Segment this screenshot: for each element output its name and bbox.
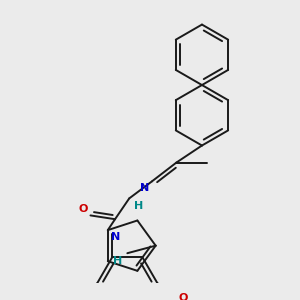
Text: O: O [78, 203, 88, 214]
Text: O: O [178, 292, 188, 300]
Text: H: H [112, 256, 122, 266]
Text: N: N [140, 183, 149, 193]
Text: H: H [134, 201, 143, 211]
Text: N: N [111, 232, 120, 242]
